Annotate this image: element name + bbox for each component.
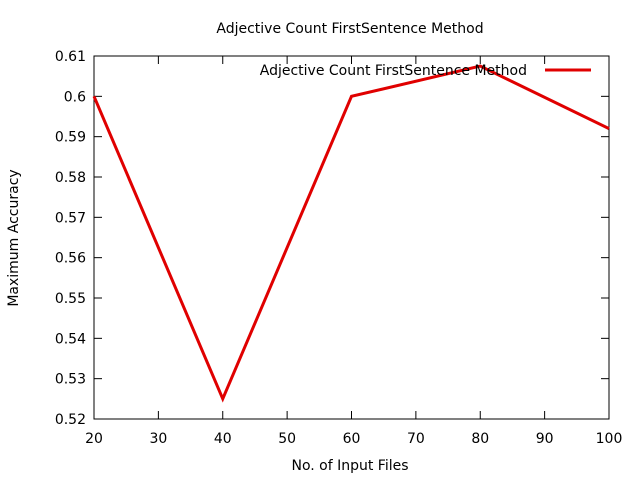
x-axis-label: No. of Input Files	[291, 458, 408, 474]
y-tick-label: 0.6	[64, 89, 86, 105]
x-tick-label: 100	[596, 431, 623, 447]
plot-frame	[93, 55, 610, 420]
series-line	[92, 64, 610, 403]
x-tick-label: 90	[536, 431, 554, 447]
y-axis: 0.52 0.53 0.54 0.55 0.56 0.57 0.58 0.59 0.6 0.61	[55, 49, 609, 428]
y-tick-label: 0.56	[55, 251, 86, 267]
y-tick-label: 0.61	[55, 49, 86, 65]
legend: Adjective Count FirstSentence Method	[260, 63, 591, 79]
y-tick-label: 0.57	[55, 210, 86, 226]
y-tick-label: 0.55	[55, 291, 86, 307]
y-tick-label: 0.58	[55, 170, 86, 186]
chart-title: Adjective Count FirstSentence Method	[216, 21, 483, 37]
series-layer	[92, 64, 610, 403]
x-tick-label: 70	[407, 431, 425, 447]
x-tick-label: 30	[149, 431, 167, 447]
x-tick-label: 40	[214, 431, 232, 447]
y-tick-label: 0.59	[55, 130, 86, 146]
x-tick-label: 80	[471, 431, 489, 447]
y-axis-label: Maximum Accuracy	[6, 169, 22, 306]
x-tick-label: 20	[85, 431, 103, 447]
x-tick-label: 60	[343, 431, 361, 447]
x-axis: 20 30 40 50 60 70 80 90 100	[85, 56, 622, 447]
y-tick-label: 0.53	[55, 372, 86, 388]
y-tick-label: 0.52	[55, 412, 86, 428]
x-tick-label: 50	[278, 431, 296, 447]
y-tick-label: 0.54	[55, 331, 86, 347]
legend-label: Adjective Count FirstSentence Method	[260, 63, 527, 79]
